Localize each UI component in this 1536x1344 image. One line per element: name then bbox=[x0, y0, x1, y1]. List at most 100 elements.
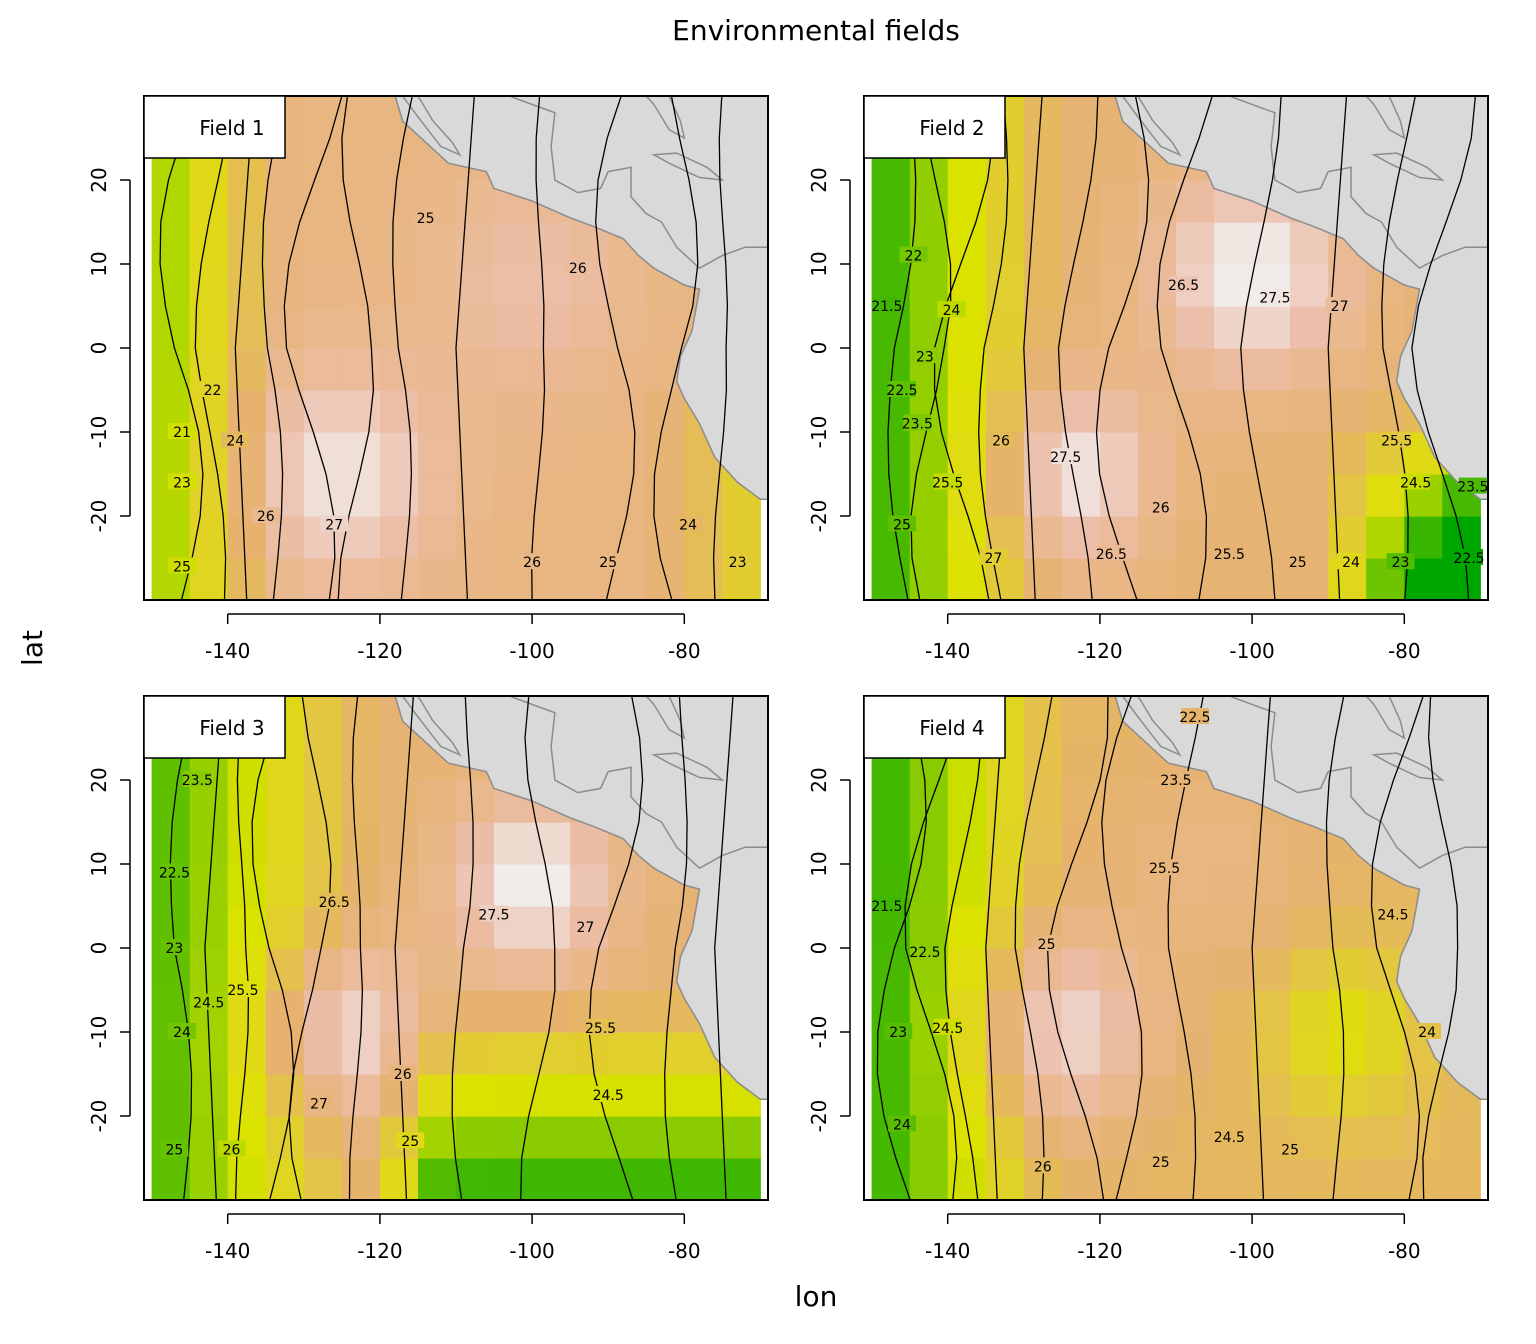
raster-cell bbox=[646, 390, 685, 433]
raster-cell bbox=[494, 222, 533, 265]
raster-cell bbox=[379, 390, 419, 433]
raster-cell bbox=[1061, 264, 1101, 307]
contour-label-bg bbox=[1162, 771, 1190, 787]
contour-label: 25.5 bbox=[1149, 861, 1180, 877]
raster-cell bbox=[570, 306, 609, 349]
raster-cell bbox=[1061, 306, 1101, 349]
contour-label-bg bbox=[872, 297, 901, 313]
raster-cell bbox=[608, 1116, 647, 1159]
raster-cell bbox=[1252, 222, 1291, 265]
field-2-y-axis: 20 10 0 -10 -20 bbox=[807, 167, 851, 532]
raster-cell bbox=[1099, 990, 1139, 1033]
contour-label: 24 bbox=[226, 433, 244, 449]
contour-label-bg bbox=[1169, 276, 1198, 292]
contour-label-bg bbox=[888, 1115, 916, 1132]
y-tick-label: -10 bbox=[807, 1016, 831, 1049]
contour-line bbox=[194, 96, 235, 600]
x-tick-label: -100 bbox=[509, 1239, 554, 1263]
raster-cell bbox=[1252, 516, 1291, 559]
raster-cell bbox=[418, 906, 457, 949]
raster-cell bbox=[1099, 222, 1139, 265]
land-polygon bbox=[1097, 696, 1182, 757]
raster-cell bbox=[1061, 948, 1101, 991]
contour-label: 23 bbox=[916, 349, 934, 365]
raster-cell bbox=[456, 432, 495, 475]
raster-cell bbox=[265, 864, 305, 907]
raster-cell bbox=[494, 474, 533, 517]
contour-label: 27 bbox=[325, 517, 343, 533]
raster-cell bbox=[341, 1116, 381, 1159]
contour-label: 22.5 bbox=[886, 383, 917, 399]
contour-label-bg bbox=[594, 553, 623, 570]
raster-cell bbox=[379, 264, 419, 307]
contour-label-bg bbox=[674, 515, 703, 532]
raster-cell bbox=[379, 906, 419, 949]
raster-cell bbox=[418, 474, 457, 517]
contour-label: 26 bbox=[569, 261, 587, 277]
raster-cell bbox=[532, 516, 571, 559]
raster-cell bbox=[418, 1158, 457, 1200]
raster-cell bbox=[532, 1116, 571, 1159]
contour-label-bg bbox=[1455, 549, 1483, 565]
contour-label-bg bbox=[1386, 553, 1415, 570]
field-1-x-axis: -140 -120 -100 -80 bbox=[205, 613, 701, 663]
raster-cell bbox=[418, 864, 457, 907]
raster-cell bbox=[947, 348, 987, 391]
raster-cell bbox=[151, 348, 191, 391]
raster-cell bbox=[1099, 558, 1139, 600]
raster-cell bbox=[341, 222, 381, 265]
raster-cell bbox=[1290, 474, 1329, 517]
raster-cell bbox=[871, 306, 911, 349]
x-tick-label: -140 bbox=[205, 1239, 250, 1263]
raster-cell bbox=[341, 516, 381, 559]
contour-label-bg bbox=[987, 431, 1015, 448]
raster-cell bbox=[189, 1158, 229, 1200]
raster-cell bbox=[1099, 906, 1139, 949]
contour-label: 22.5 bbox=[159, 865, 190, 881]
contour-label: 24 bbox=[893, 1117, 911, 1133]
raster-cell bbox=[227, 264, 267, 307]
raster-cell bbox=[379, 1158, 419, 1200]
contour-label-bg bbox=[910, 347, 939, 364]
raster-cell bbox=[532, 432, 571, 475]
contour-label: 25 bbox=[893, 517, 911, 533]
contour-label-bg bbox=[1051, 448, 1080, 465]
raster-cell bbox=[947, 264, 987, 307]
x-tick-label: -100 bbox=[1229, 639, 1274, 663]
contour-label: 24.5 bbox=[1214, 1130, 1245, 1146]
contour-label-bg bbox=[563, 259, 592, 276]
contour-line bbox=[904, 696, 966, 1200]
raster-cell bbox=[303, 948, 343, 991]
contour-label-bg bbox=[723, 553, 752, 570]
field-3-legend-label: Field 3 bbox=[199, 716, 264, 740]
raster-cell bbox=[1252, 1032, 1291, 1075]
raster-cell bbox=[1328, 1116, 1367, 1159]
contour-label: 23.5 bbox=[1160, 773, 1191, 789]
contour-label: 25.5 bbox=[227, 983, 258, 999]
raster-cell bbox=[1176, 348, 1215, 391]
raster-cell bbox=[494, 390, 533, 433]
raster-cell bbox=[456, 264, 495, 307]
raster-cell bbox=[1176, 1074, 1215, 1117]
raster-cell bbox=[494, 1158, 533, 1200]
contour-label-bg bbox=[1283, 553, 1312, 570]
raster-cell bbox=[151, 264, 191, 307]
contour-label-bg bbox=[168, 473, 196, 490]
x-tick-label: -100 bbox=[1229, 1239, 1274, 1263]
raster-cell bbox=[379, 306, 419, 349]
y-tick-label: 10 bbox=[807, 251, 831, 276]
raster-cell bbox=[1023, 222, 1063, 265]
raster-cell bbox=[532, 1074, 571, 1117]
raster-cell bbox=[494, 822, 533, 865]
field-4-y-axis: 20 10 0 -10 -20 bbox=[807, 767, 851, 1132]
raster-cell bbox=[379, 432, 419, 475]
raster-cell bbox=[684, 558, 723, 600]
raster-cell bbox=[189, 780, 229, 823]
y-tick-label: 10 bbox=[87, 251, 111, 276]
contour-label: 26 bbox=[523, 555, 541, 571]
raster-cell bbox=[1328, 864, 1367, 907]
raster-cell bbox=[1138, 1116, 1177, 1159]
contour-line bbox=[944, 696, 984, 1200]
